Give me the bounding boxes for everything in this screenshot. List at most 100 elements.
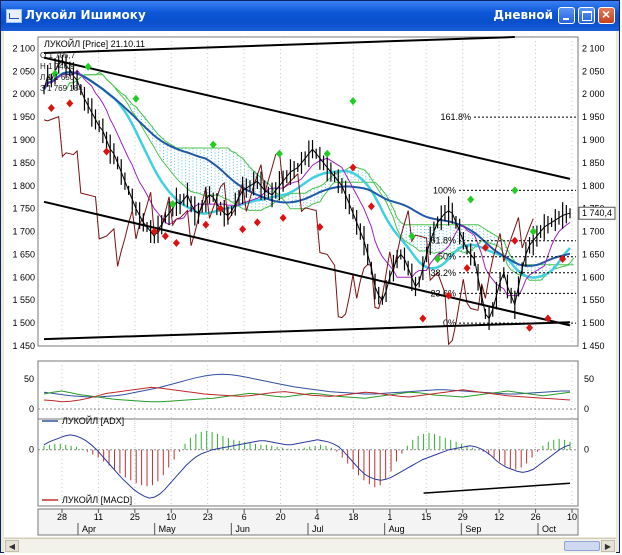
price-y-tick-right: 1 800 (582, 181, 605, 191)
close-button[interactable] (598, 6, 615, 24)
chart-area[interactable]: 2 100 2 050 2 000 1 950 1 900 1 850 1 800 1 750… (4, 31, 616, 537)
buy-signal-marker (529, 227, 537, 236)
buy-signal-marker (511, 186, 519, 195)
fib-level-label: 0% (443, 318, 456, 328)
time-day-label: 11 (94, 512, 103, 522)
adx-series-di (43, 386, 571, 403)
time-month-label: Jul (312, 524, 324, 534)
price-y-tick-right: 2 050 (582, 66, 605, 76)
time-day-label: 15 (421, 512, 431, 522)
ohlc-header-value: З 1 769 184 (40, 84, 83, 93)
adx-y-tick-left: 50 (24, 374, 34, 384)
channel-line-top (43, 36, 515, 55)
scroll-left-arrow-icon[interactable]: ◀ (5, 540, 19, 552)
fib-level-label: 100% (433, 185, 456, 195)
price-y-tick-left: 2 050 (12, 66, 35, 76)
scroll-right-arrow-icon[interactable]: ▶ (601, 540, 615, 552)
price-y-tick-right: 1 850 (582, 158, 605, 168)
sell-signal-marker (47, 103, 55, 112)
price-y-tick-left: 2 100 (12, 43, 35, 53)
price-y-tick-left: 1 700 (12, 227, 35, 237)
time-day-label: 10 (166, 512, 176, 522)
window-title: Лукойл Ишимоку (25, 8, 146, 22)
adx-y-tick-right: 0 (584, 404, 589, 414)
time-month-label: May (159, 524, 177, 534)
price-y-tick-left: 1 950 (12, 112, 35, 122)
ma-long-line (43, 71, 571, 267)
sell-signal-marker (161, 232, 169, 241)
channel-line-bottom (43, 321, 571, 341)
adx-y-tick-right: 50 (584, 374, 594, 384)
price-y-tick-left: 1 850 (12, 158, 35, 168)
channel-line-upper (43, 56, 571, 180)
sell-signal-marker (419, 314, 427, 323)
adx-y-tick-left: 0 (29, 404, 34, 414)
time-day-label: 18 (348, 512, 358, 522)
period-mode-label[interactable]: Дневной (493, 8, 553, 22)
time-day-label: 25 (130, 512, 140, 522)
sell-signal-marker (66, 99, 74, 108)
time-day-label: 28 (57, 512, 67, 522)
buy-signal-marker (323, 149, 331, 158)
time-day-label: 23 (203, 512, 213, 522)
fib-level-label: 23.6% (430, 288, 456, 298)
buy-signal-marker (84, 62, 92, 71)
sell-signal-marker (481, 243, 489, 252)
price-y-tick-right: 1 600 (582, 272, 605, 282)
price-y-tick-right: 1 700 (582, 227, 605, 237)
time-day-label: 20 (276, 512, 286, 522)
macd-y-tick-right: 0 (584, 445, 589, 455)
fib-level-label: 38.2% (430, 268, 456, 278)
sell-signal-marker (217, 204, 225, 213)
macd-divergence-line (423, 482, 571, 494)
price-y-tick-right: 1 900 (582, 135, 605, 145)
macd-pane-title: ЛУКОЙЛ [MACD] (62, 494, 132, 505)
sell-signal-marker (202, 220, 210, 229)
tenkan-line (43, 69, 571, 297)
time-month-label: Apr (82, 524, 96, 534)
price-y-tick-left: 2 000 (12, 89, 35, 99)
senkou-span-a-line (65, 71, 575, 281)
time-day-label: 10 (567, 512, 577, 522)
price-y-tick-right: 2 100 (582, 43, 605, 53)
chikou-line (43, 116, 534, 346)
title-bar[interactable]: Лукойл Ишимоку Дневной (1, 1, 619, 31)
adx-pane-title: ЛУКОЙЛ [ADX] (62, 415, 124, 426)
time-day-label: 12 (494, 512, 504, 522)
senkou-span-b-line (65, 74, 574, 266)
maximize-button[interactable] (578, 7, 595, 24)
sell-signal-marker (279, 213, 287, 222)
price-y-tick-right: 1 650 (582, 249, 605, 259)
price-y-tick-left: 1 600 (12, 272, 35, 282)
fib-level-label: 61.8% (430, 236, 456, 246)
time-day-label: 4 (314, 512, 319, 522)
price-y-tick-left: 1 550 (12, 295, 35, 305)
ohlc-header-value: О 1 705,7 (40, 51, 76, 60)
buy-signal-marker (132, 94, 140, 103)
sell-signal-marker (253, 218, 261, 227)
buy-signal-marker (408, 232, 416, 241)
scroll-thumb[interactable] (564, 541, 600, 551)
price-y-tick-right: 2 000 (582, 89, 605, 99)
time-day-label: 29 (458, 512, 468, 522)
sell-signal-marker (316, 222, 324, 231)
ohlc-header-value: Н 1 746,9 (40, 62, 75, 71)
sell-signal-marker (526, 323, 534, 332)
chart-app-icon (6, 9, 22, 23)
sell-signal-marker (463, 264, 471, 273)
sell-signal-marker (445, 291, 453, 300)
buy-signal-marker (349, 97, 357, 106)
ohlc-header-value: Л 1 1 650 (40, 73, 75, 82)
fib-level-label: 161.8% (440, 112, 471, 122)
time-month-label: Jun (235, 524, 250, 534)
minimize-button[interactable] (558, 7, 575, 24)
horizontal-scrollbar[interactable]: ◀ ▶ (4, 538, 616, 553)
time-day-label: 1 (387, 512, 392, 522)
time-day-label: 6 (242, 512, 247, 522)
chart-svg[interactable]: 2 100 2 050 2 000 1 950 1 900 1 850 1 800 1 750… (4, 31, 616, 537)
price-y-tick-left: 1 900 (12, 135, 35, 145)
fib-level-label: 50% (438, 252, 456, 262)
sell-signal-marker (511, 236, 519, 245)
sell-signal-marker (150, 227, 158, 236)
